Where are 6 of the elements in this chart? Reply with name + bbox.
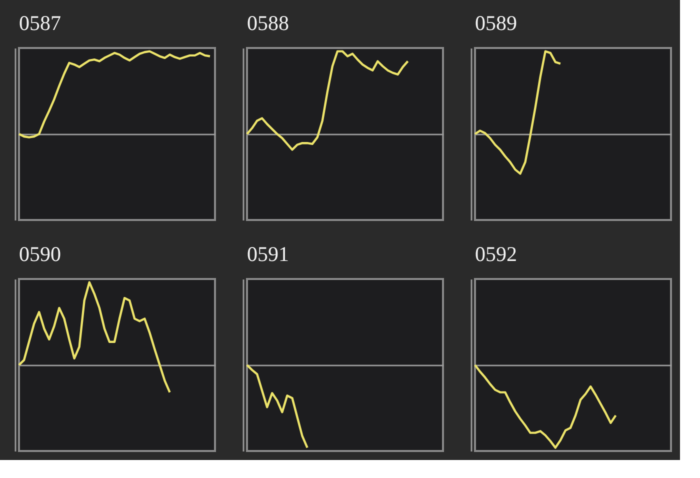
chart-title: 0589 [475,11,517,35]
chart-title: 0591 [247,242,289,266]
chart-title: 0592 [475,242,517,266]
chart-title: 0587 [19,11,61,35]
chart-title: 0590 [19,242,61,266]
chart-title: 0588 [247,11,289,35]
